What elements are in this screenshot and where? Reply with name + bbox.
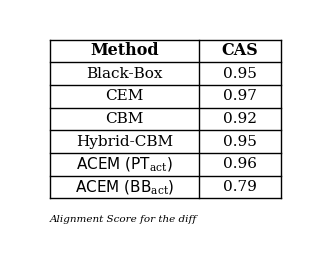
Text: ACEM (BB$_\mathrm{act}$): ACEM (BB$_\mathrm{act}$)	[75, 178, 174, 196]
Text: ACEM (PT$_\mathrm{act}$): ACEM (PT$_\mathrm{act}$)	[76, 155, 173, 173]
Text: 0.95: 0.95	[223, 135, 257, 148]
Text: 0.96: 0.96	[223, 157, 257, 171]
Text: CAS: CAS	[222, 42, 259, 59]
Text: 0.97: 0.97	[223, 89, 257, 103]
Text: CEM: CEM	[105, 89, 143, 103]
Text: 0.92: 0.92	[223, 112, 257, 126]
Text: 0.79: 0.79	[223, 180, 257, 194]
Text: Black-Box: Black-Box	[86, 67, 162, 81]
Text: CBM: CBM	[105, 112, 143, 126]
Text: Alignment Score for the diff: Alignment Score for the diff	[50, 215, 197, 224]
Text: 0.95: 0.95	[223, 67, 257, 81]
Text: Method: Method	[90, 42, 159, 59]
Text: Hybrid-CBM: Hybrid-CBM	[76, 135, 173, 148]
